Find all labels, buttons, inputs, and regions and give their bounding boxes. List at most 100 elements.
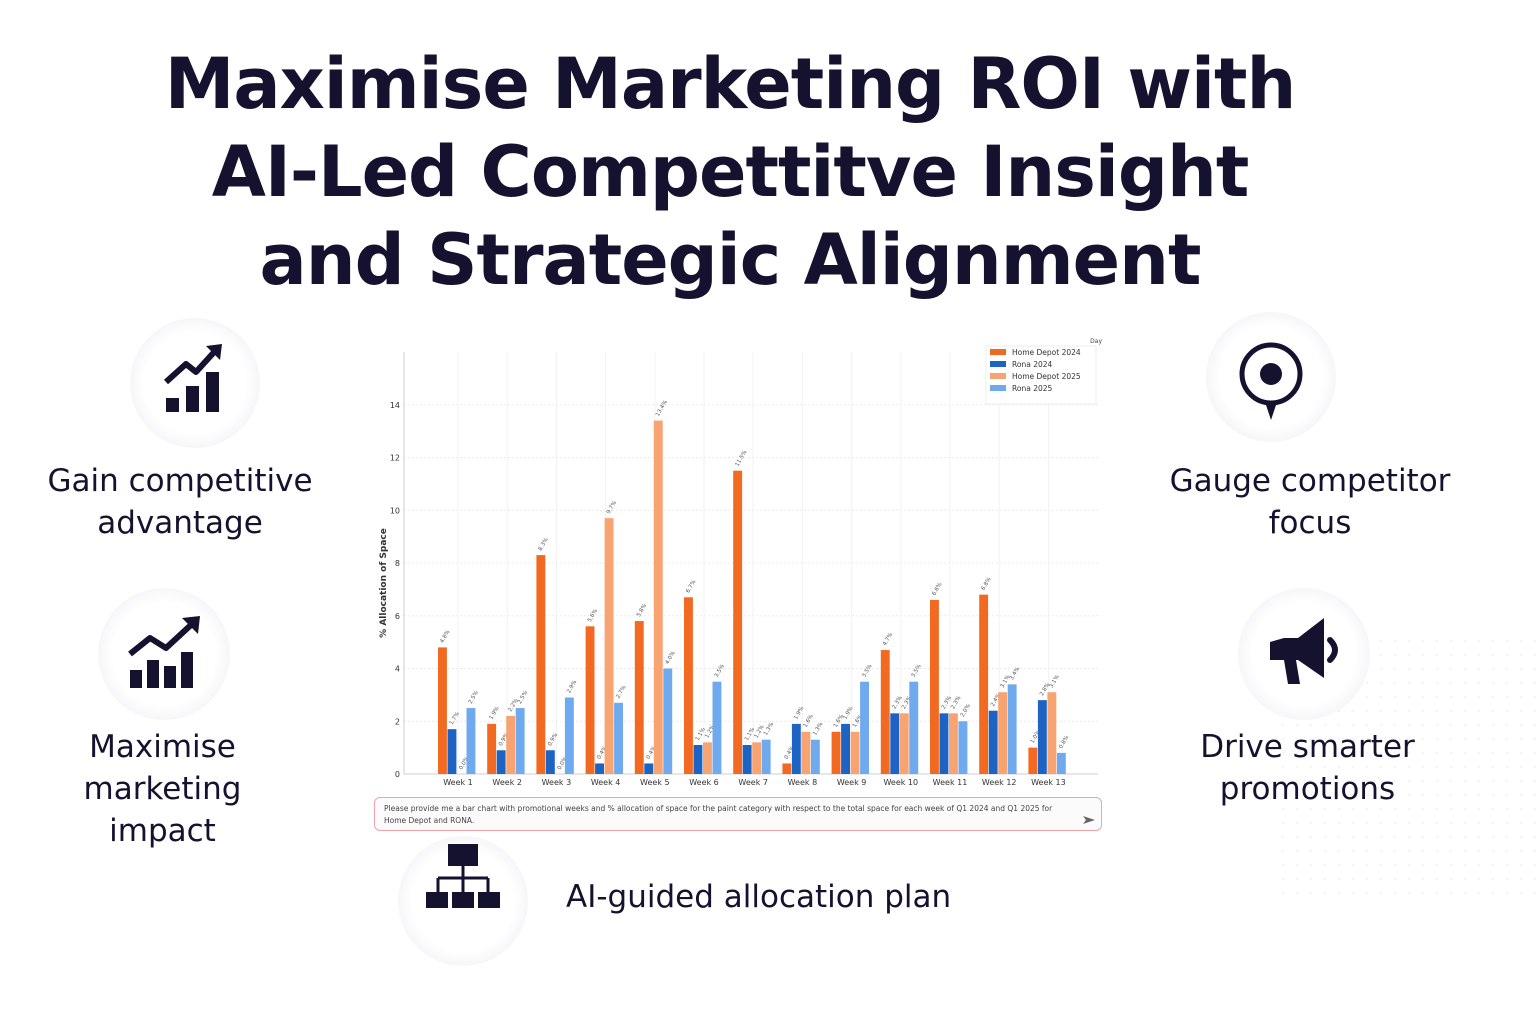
- bar: [831, 731, 841, 774]
- bar: [939, 713, 949, 774]
- bar: [998, 692, 1008, 774]
- y-tick-label: 12: [390, 454, 400, 463]
- bar-data-label: 1.7%: [449, 711, 461, 726]
- icon-halo: [130, 318, 260, 448]
- bar: [850, 731, 860, 774]
- bar: [1056, 752, 1066, 774]
- bar: [506, 715, 516, 774]
- page-title: Maximise Marketing ROI with AI-Led Compe…: [150, 40, 1310, 304]
- bar: [860, 681, 869, 774]
- legend-label: Rona 2024: [1012, 360, 1053, 369]
- bar-data-label: 8.3%: [538, 537, 550, 552]
- bar-data-label: 1.9%: [793, 706, 805, 721]
- bar: [496, 750, 506, 774]
- x-tick-label: Week 9: [837, 778, 867, 787]
- y-tick-label: 14: [390, 401, 400, 410]
- y-tick-label: 8: [395, 559, 400, 568]
- bar-data-label: 0.9%: [547, 732, 559, 747]
- location-pin-icon: [1239, 342, 1303, 420]
- y-tick-label: 2: [395, 717, 400, 726]
- bar-data-label: 9.7%: [606, 500, 618, 515]
- bar: [841, 723, 850, 774]
- bar-data-label: 4.0%: [665, 650, 677, 665]
- x-tick-label: Week 13: [1031, 778, 1066, 787]
- bar: [703, 742, 712, 774]
- bar-data-label: 2.5%: [517, 690, 529, 705]
- bar-data-label: 2.0%: [960, 703, 972, 718]
- bar-data-label: 5.8%: [636, 603, 648, 618]
- prompt-input[interactable]: Please provide me a bar chart with promo…: [374, 797, 1102, 831]
- title-line-1: Maximise Marketing ROI with: [164, 43, 1297, 125]
- chart-container: Day 0 2 4 6 8 10 12 14 % Allocation of Space 4.8% 1…: [368, 336, 1104, 796]
- bar-data-label: 6.8%: [980, 577, 992, 592]
- bar: [684, 597, 693, 774]
- x-tick-label: Week 2: [492, 778, 522, 787]
- bar-data-label: 1.3%: [763, 722, 775, 737]
- bar: [712, 681, 722, 774]
- bar-data-label: 3.5%: [714, 664, 726, 679]
- bar: [880, 650, 890, 774]
- icon-halo: [98, 588, 230, 720]
- feature-label-allocation: AI-guided allocation plan: [566, 879, 952, 915]
- title-line-2: AI-Led Compettitve Insight: [211, 131, 1250, 213]
- y-tick-label: 10: [390, 506, 400, 515]
- bar: [782, 763, 792, 774]
- bar: [949, 713, 958, 774]
- bar: [752, 742, 762, 774]
- bar: [536, 555, 546, 774]
- bar-data-label: 0.8%: [1058, 735, 1070, 750]
- bar-data-label: 6.6%: [931, 582, 943, 597]
- x-tick-label: Week 11: [933, 778, 968, 787]
- x-tick-label: Week 4: [591, 778, 621, 787]
- bar: [1037, 700, 1047, 774]
- x-tick-label: Week 1: [443, 778, 473, 787]
- bar: [801, 731, 811, 774]
- bar-data-label: 2.7%: [615, 685, 627, 700]
- legend-swatch: [990, 349, 1006, 355]
- feature-label-promotions: Drive smarter promotions: [1200, 729, 1415, 807]
- bar: [979, 594, 989, 774]
- bar: [1028, 747, 1038, 774]
- bar-data-label: 3.4%: [1009, 666, 1021, 681]
- bar: [810, 739, 820, 774]
- title-line-3: and Strategic Alignment: [259, 219, 1202, 301]
- legend-label: Home Depot 2024: [1012, 348, 1081, 357]
- bar-data-label: 2.5%: [468, 690, 480, 705]
- bar-data-label: 4.8%: [439, 629, 451, 644]
- bar: [438, 647, 447, 774]
- bar: [564, 697, 574, 774]
- bar: [447, 729, 457, 774]
- x-tick-label: Week 7: [738, 778, 768, 787]
- bar: [899, 713, 909, 774]
- bar: [515, 708, 525, 774]
- bar-data-label: 3.5%: [911, 664, 923, 679]
- bar-data-label: 2.9%: [566, 679, 578, 694]
- bar: [644, 763, 654, 774]
- x-tick-label: Week 10: [883, 778, 918, 787]
- legend-swatch: [990, 385, 1006, 391]
- bar: [890, 713, 900, 774]
- trend-chart-icon: [128, 616, 200, 688]
- bar-data-label: 6.7%: [685, 579, 697, 594]
- bar: [988, 710, 998, 774]
- bar: [604, 518, 614, 774]
- x-tick-label: Week 3: [542, 778, 572, 787]
- bar-data-label: 1.3%: [812, 722, 824, 737]
- y-tick-label: 4: [395, 665, 400, 674]
- feature-label-impact: Maximise marketing impact: [83, 729, 242, 849]
- bar-data-label: 3.1%: [1049, 674, 1061, 689]
- legend-swatch: [990, 361, 1006, 367]
- legend-label: Home Depot 2025: [1012, 372, 1081, 381]
- bar-data-label: 4.7%: [882, 632, 894, 647]
- y-tick-label: 0: [395, 770, 400, 779]
- bar: [614, 702, 623, 774]
- bar: [958, 721, 968, 774]
- bar: [595, 763, 604, 774]
- bar-data-label: 1.9%: [842, 706, 854, 721]
- bar-data-label: 11.5%: [734, 450, 748, 468]
- y-tick-label: 6: [395, 612, 400, 621]
- bar: [1047, 692, 1057, 774]
- send-icon[interactable]: [1083, 815, 1095, 825]
- bar: [545, 750, 555, 774]
- bar-data-label: 2.3%: [950, 695, 962, 710]
